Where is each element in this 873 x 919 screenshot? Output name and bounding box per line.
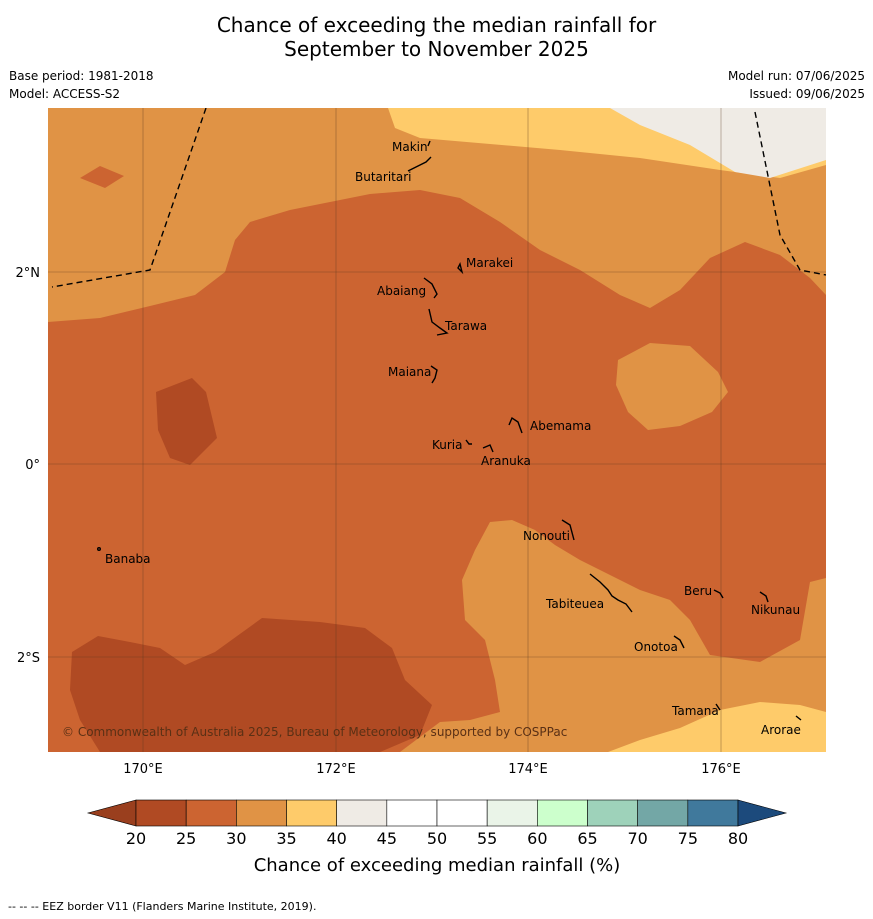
- colorbar-over-arrow: [737, 799, 788, 827]
- map-title-line1: Chance of exceeding the median rainfall …: [216, 13, 657, 37]
- colorbar-cell: [185, 799, 237, 827]
- map-title-line2: September to November 2025: [284, 37, 589, 61]
- label-tabiteuea: Tabiteuea: [545, 597, 604, 611]
- label-abaiang: Abaiang: [377, 284, 426, 298]
- lat-tick: 2°N: [16, 266, 41, 281]
- colorbar-cell: [587, 799, 638, 827]
- lon-tick: 172°E: [316, 762, 356, 777]
- colorbar-cell: [436, 799, 488, 827]
- colorbar: 20 25 30 35 40 45 50 55 60 65 70 75 80 Chance of exc…: [86, 799, 788, 876]
- eez-border: [51, 108, 826, 288]
- colorbar-tick-label: 55: [477, 829, 497, 848]
- lon-tick: 174°E: [508, 762, 548, 777]
- label-beru: Beru: [684, 584, 712, 598]
- label-butaritari: Butaritari: [355, 170, 412, 184]
- lat-tick: 0°: [25, 458, 40, 473]
- colorbar-cells: [135, 799, 739, 827]
- label-abemama: Abemama: [530, 419, 591, 433]
- model-name: Model: ACCESS-S2: [9, 87, 121, 101]
- issued-date: Issued: 09/06/2025: [749, 87, 865, 101]
- place-labels: Makin Butaritari Marakei Abaiang Tarawa …: [105, 140, 801, 737]
- label-nonouti: Nonouti: [523, 529, 570, 543]
- colorbar-tick-label: 20: [126, 829, 146, 848]
- label-aranuka: Aranuka: [481, 454, 531, 468]
- label-tamana: Tamana: [671, 704, 719, 718]
- colorbar-under-arrow: [86, 799, 137, 827]
- zone-20-25-south: [70, 618, 432, 752]
- colorbar-cell: [537, 799, 588, 827]
- lon-tick: 176°E: [701, 762, 741, 777]
- colorbar-cell: [386, 799, 438, 827]
- lat-tick: 2°S: [17, 651, 40, 666]
- axis-labels: 2°N 0° 2°S 170°E 172°E 174°E 176°E: [16, 266, 741, 777]
- label-onotoa: Onotoa: [634, 640, 678, 654]
- zone-20-25-west: [156, 378, 217, 465]
- islands: [96, 140, 802, 721]
- colorbar-tick-label: 70: [627, 829, 647, 848]
- colorbar-tick-label: 65: [577, 829, 597, 848]
- colorbar-tick-label: 25: [176, 829, 196, 848]
- colorbar-cell: [486, 799, 538, 827]
- copyright-notice: © Commonwealth of Australia 2025, Bureau…: [62, 725, 567, 739]
- label-arorae: Arorae: [761, 723, 801, 737]
- zone-35-40-south: [608, 702, 826, 752]
- label-nikunau: Nikunau: [751, 603, 800, 617]
- colorbar-cell: [236, 799, 287, 827]
- zone-25-30: [48, 190, 826, 752]
- label-tarawa: Tarawa: [444, 319, 487, 333]
- graticule: [48, 108, 826, 752]
- colorbar-tick-label: 35: [276, 829, 296, 848]
- zone-30-35-east: [616, 343, 728, 430]
- colorbar-cell: [286, 799, 337, 827]
- map-canvas: [48, 108, 826, 752]
- label-maiana: Maiana: [388, 365, 431, 379]
- label-makin: Makin: [392, 140, 428, 154]
- colorbar-tick-label: 50: [427, 829, 447, 848]
- base-period: Base period: 1981-2018: [9, 69, 154, 83]
- zone-40-45: [610, 108, 826, 178]
- colorbar-tick-label: 40: [326, 829, 346, 848]
- model-run: Model run: 07/06/2025: [727, 69, 865, 83]
- zone-25-30-nw: [80, 166, 124, 188]
- label-banaba: Banaba: [105, 552, 151, 566]
- colorbar-cell: [637, 799, 689, 827]
- colorbar-tick-label: 80: [728, 829, 748, 848]
- colorbar-ticks: 20 25 30 35 40 45 50 55 60 65 70 75 80: [126, 829, 748, 848]
- eez-footnote: -- -- -- EEZ border V11 (Flanders Marine…: [8, 900, 317, 913]
- label-marakei: Marakei: [466, 256, 513, 270]
- colorbar-tick-label: 75: [678, 829, 698, 848]
- colorbar-cell: [135, 799, 187, 827]
- colorbar-tick-label: 30: [226, 829, 246, 848]
- lon-tick: 170°E: [123, 762, 163, 777]
- colorbar-label: Chance of exceeding median rainfall (%): [254, 855, 621, 876]
- colorbar-cell: [687, 799, 739, 827]
- colorbar-tick-label: 60: [527, 829, 547, 848]
- colorbar-tick-label: 45: [377, 829, 397, 848]
- label-kuria: Kuria: [432, 438, 463, 452]
- colorbar-cell: [336, 799, 388, 827]
